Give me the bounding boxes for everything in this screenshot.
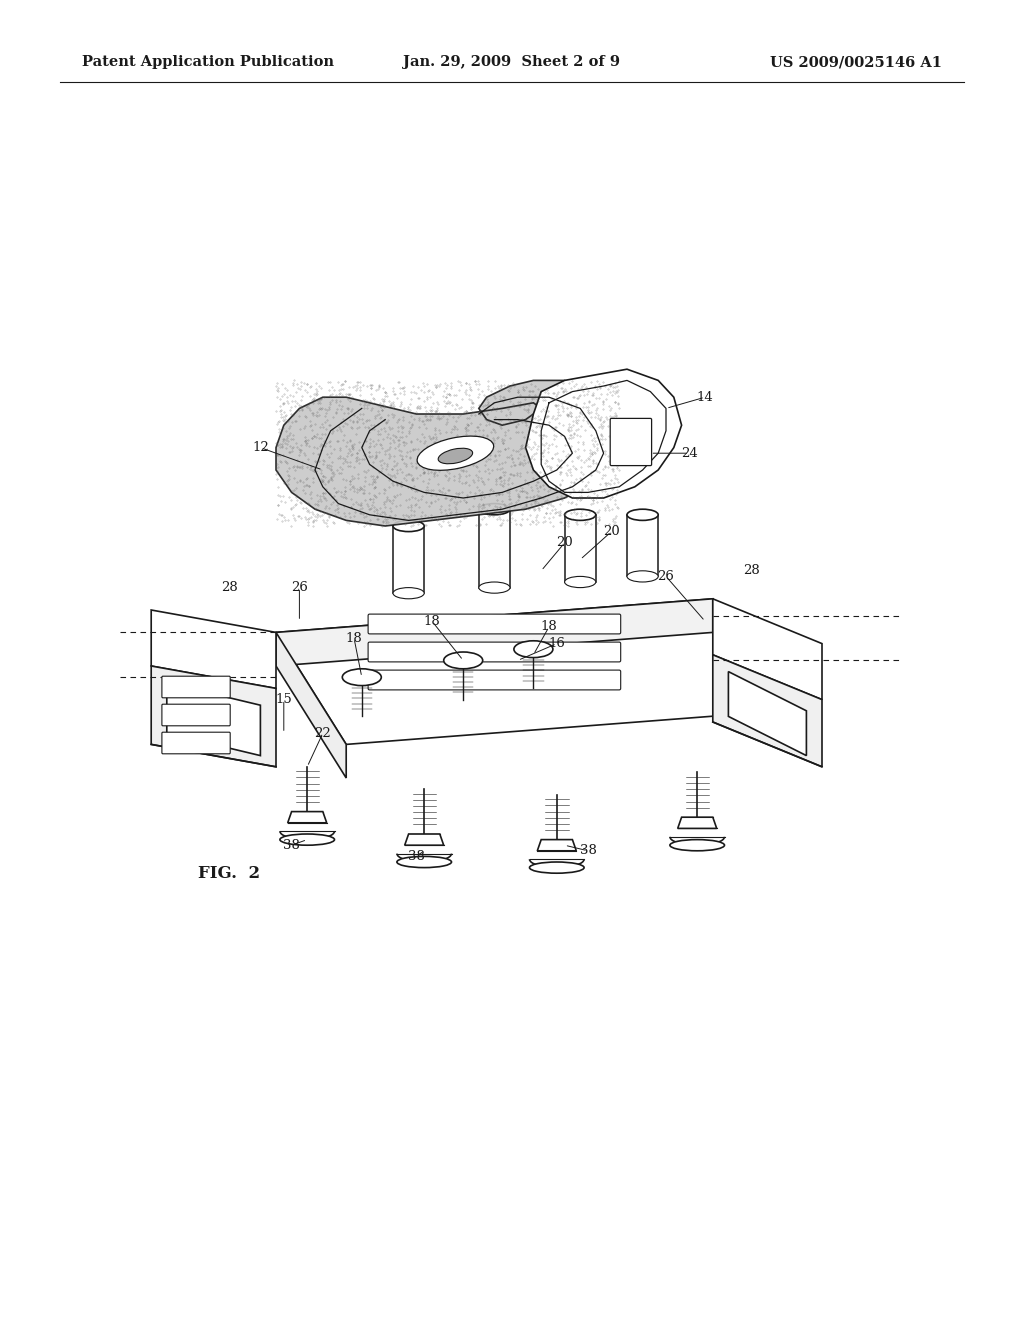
Polygon shape: [276, 599, 783, 744]
Ellipse shape: [417, 436, 494, 470]
Text: 20: 20: [603, 525, 620, 539]
Text: 26: 26: [657, 570, 675, 583]
Text: 22: 22: [314, 727, 331, 739]
FancyBboxPatch shape: [368, 642, 621, 661]
Polygon shape: [288, 812, 327, 822]
Polygon shape: [538, 840, 577, 851]
Polygon shape: [404, 834, 443, 845]
Text: 38: 38: [580, 845, 596, 857]
Text: 15: 15: [275, 693, 292, 706]
Text: 16: 16: [549, 638, 565, 651]
Polygon shape: [713, 599, 783, 744]
Ellipse shape: [393, 520, 424, 532]
Ellipse shape: [564, 510, 596, 520]
Ellipse shape: [514, 640, 553, 657]
Ellipse shape: [443, 652, 482, 669]
Text: 18: 18: [541, 620, 557, 634]
Text: 38: 38: [408, 850, 425, 863]
Ellipse shape: [342, 669, 381, 685]
Text: Jan. 29, 2009  Sheet 2 of 9: Jan. 29, 2009 Sheet 2 of 9: [403, 55, 621, 69]
Ellipse shape: [280, 834, 335, 845]
Polygon shape: [167, 682, 260, 755]
FancyBboxPatch shape: [162, 733, 230, 754]
Text: 18: 18: [424, 615, 440, 628]
Text: 26: 26: [291, 581, 308, 594]
Polygon shape: [713, 599, 822, 700]
Ellipse shape: [397, 857, 452, 867]
FancyBboxPatch shape: [162, 676, 230, 698]
Polygon shape: [728, 672, 807, 755]
Ellipse shape: [479, 582, 510, 593]
Polygon shape: [152, 610, 276, 689]
FancyBboxPatch shape: [162, 704, 230, 726]
Text: 20: 20: [556, 536, 573, 549]
Text: 38: 38: [284, 838, 300, 851]
Polygon shape: [276, 380, 620, 525]
Text: FIG.  2: FIG. 2: [198, 865, 260, 882]
Polygon shape: [276, 632, 346, 777]
Polygon shape: [525, 370, 682, 498]
Ellipse shape: [479, 504, 510, 515]
FancyBboxPatch shape: [610, 418, 651, 466]
Text: 28: 28: [221, 581, 238, 594]
Text: 14: 14: [696, 391, 714, 404]
Polygon shape: [713, 655, 822, 767]
Ellipse shape: [438, 449, 473, 463]
Ellipse shape: [627, 570, 658, 582]
Text: US 2009/0025146 A1: US 2009/0025146 A1: [770, 55, 942, 69]
Polygon shape: [678, 817, 717, 829]
Ellipse shape: [529, 862, 584, 874]
Polygon shape: [152, 667, 276, 767]
Text: 12: 12: [252, 441, 268, 454]
Text: Patent Application Publication: Patent Application Publication: [82, 55, 334, 69]
Ellipse shape: [627, 510, 658, 520]
FancyBboxPatch shape: [368, 614, 621, 634]
Polygon shape: [276, 599, 713, 667]
Ellipse shape: [564, 577, 596, 587]
Ellipse shape: [670, 840, 725, 851]
Ellipse shape: [393, 587, 424, 599]
FancyBboxPatch shape: [368, 671, 621, 690]
Text: 28: 28: [743, 565, 760, 577]
Text: 24: 24: [681, 446, 697, 459]
Text: 18: 18: [346, 631, 362, 644]
